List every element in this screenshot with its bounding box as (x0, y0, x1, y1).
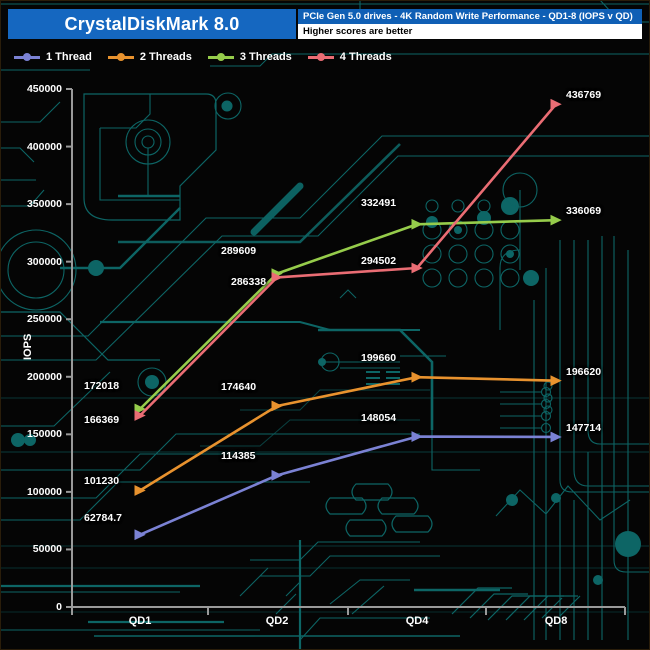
data-point-label: 114385 (221, 450, 256, 463)
chart-subtitle: PCIe Gen 5.0 drives - 4K Random Write Pe… (298, 9, 642, 24)
data-point-label: 286338 (231, 276, 267, 289)
legend: 1 Thread 2 Threads 3 Threads 4 Threads (14, 48, 408, 66)
legend-item-3-threads[interactable]: 3 Threads (207, 51, 292, 63)
data-point-label: 101230 (84, 475, 120, 488)
legend-label-1-thread: 1 Thread (46, 51, 92, 63)
legend-item-2-threads[interactable]: 2 Threads (107, 51, 192, 63)
data-point-label: 336069 (566, 205, 602, 218)
x-axis-tick-label: QD1 (128, 615, 152, 627)
y-axis-tick-label: 150000 (26, 428, 62, 441)
data-point-label: 172018 (84, 379, 120, 392)
data-point-label: 332491 (361, 197, 397, 210)
data-point-label: 199660 (361, 352, 397, 365)
x-axis-tick-label: QD8 (544, 615, 568, 627)
y-axis-tick-label: 350000 (26, 198, 62, 211)
y-axis-tick-label: 50000 (32, 543, 62, 556)
x-axis-tick-label: QD2 (265, 615, 289, 627)
legend-label-3-threads: 3 Threads (239, 51, 292, 63)
y-axis-tick-label: 0 (56, 601, 62, 613)
data-point-label: 147714 (566, 421, 602, 434)
y-axis-tick-label: 450000 (26, 83, 62, 95)
y-axis-tick-label: 100000 (26, 485, 62, 498)
legend-marker-3-threads (207, 51, 234, 63)
x-axis-tick-label: QD4 (405, 615, 429, 627)
legend-marker-1-thread (14, 51, 40, 63)
legend-marker-2-threads (107, 51, 134, 63)
legend-label-2-threads: 2 Threads (139, 51, 192, 63)
data-point-label: 436769 (566, 89, 602, 102)
data-point-label: 62784.7 (84, 511, 122, 524)
data-point-label: 196620 (566, 365, 602, 378)
data-point-label: 174640 (221, 380, 257, 393)
app-title: CrystalDiskMark 8.0 (8, 9, 296, 39)
legend-item-1-thread[interactable]: 1 Thread (14, 51, 92, 63)
legend-marker-4-threads (307, 51, 334, 63)
data-point-label: 148054 (361, 411, 397, 424)
legend-item-4-threads[interactable]: 4 Threads (307, 51, 392, 63)
y-axis-tick-label: 200000 (26, 370, 62, 383)
data-point-label: 294502 (361, 254, 397, 267)
y-axis-tick-label: 400000 (26, 140, 62, 153)
legend-label-4-threads: 4 Threads (339, 51, 392, 63)
data-point-label: 166369 (84, 414, 120, 427)
data-point-label: 289609 (221, 244, 257, 257)
y-axis-title: IOPS (22, 333, 34, 360)
y-axis-tick-label: 300000 (26, 255, 62, 268)
y-axis-tick-label: 250000 (26, 313, 62, 326)
chart-note: Higher scores are better (298, 24, 642, 39)
